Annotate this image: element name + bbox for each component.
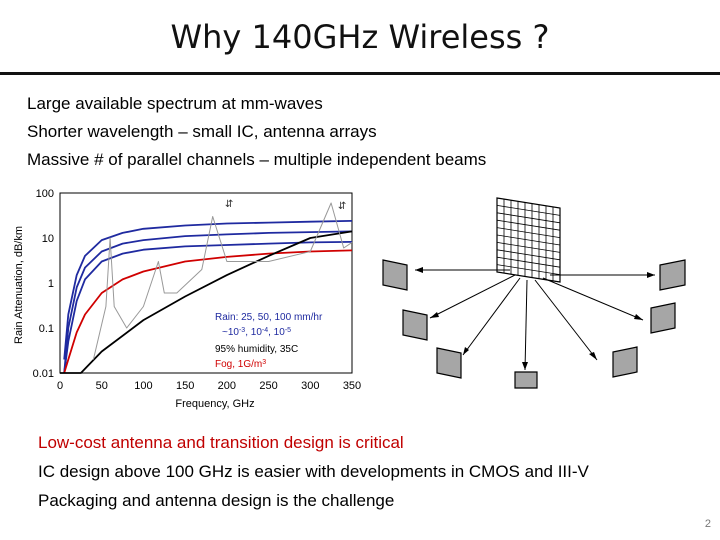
bullet-item: Packaging and antenna design is the chal…: [38, 491, 395, 510]
receiver-tile-icon: [514, 371, 538, 389]
y-tick-label: 0.01: [33, 368, 54, 380]
beam-diagram-svg: [382, 197, 686, 389]
bottom-bullet-list: Low-cost antenna and transition design i…: [38, 428, 589, 515]
x-axis-label: Frequency, GHz: [175, 398, 254, 410]
plot-frame: [59, 192, 353, 374]
receiver-tile-icon: [402, 309, 428, 341]
y-tick-label: 1: [48, 278, 54, 290]
bullet-item: IC design above 100 GHz is easier with d…: [38, 462, 589, 481]
receiver-tile-icon: [650, 302, 676, 334]
top-bullet-list: Large available spectrum at mm-waves Sho…: [27, 90, 486, 174]
x-tick-label: 350: [343, 380, 361, 392]
legend-fog: Fog, 1G/m3: [215, 359, 266, 371]
arrow-marker-icon: ⇵: [225, 199, 233, 210]
x-tick-label: 200: [218, 380, 236, 392]
beam-array-diagram: [375, 190, 695, 390]
antenna-array-icon: [496, 197, 561, 283]
slide-title: Why 140GHz Wireless ?: [170, 18, 550, 56]
bullet-item: Large available spectrum at mm-waves: [27, 94, 323, 113]
x-tick-label: 300: [301, 380, 319, 392]
y-tick-label: 100: [36, 188, 54, 200]
x-tick-label: 250: [259, 380, 277, 392]
beam-arrow: [534, 279, 598, 361]
series-line-1: [63, 230, 353, 374]
attenuation-chart: 100 10 1 0.1 0.01 0 50 100 150 200 250 300 350 ⇵ ⇵ …: [10, 185, 370, 415]
y-axis-label: Rain Attenuation, dB/km: [13, 226, 25, 344]
bullet-item: Massive # of parallel channels – multipl…: [27, 150, 487, 169]
receiver-tile-icon: [382, 259, 408, 291]
receiver-tile-icon: [436, 347, 462, 379]
y-tick-label: 10: [42, 233, 54, 245]
bullet-item-highlight: Low-cost antenna and transition design i…: [38, 433, 404, 452]
series-line-0: [63, 220, 353, 360]
x-tick-label: 150: [176, 380, 194, 392]
beam-arrow: [429, 274, 516, 319]
x-tick-label: 0: [57, 380, 63, 392]
x-tick-label: 50: [96, 380, 108, 392]
x-tick-label: 100: [134, 380, 152, 392]
legend-rain-probability: ~10-3, 10-4, 10-5: [222, 327, 291, 339]
y-tick-label: 0.1: [39, 323, 54, 335]
beam-arrow: [462, 277, 521, 356]
series-line-4: [60, 230, 353, 374]
beam-arrow: [524, 279, 528, 371]
arrow-marker-icon: ⇵: [338, 201, 346, 212]
page-number: 2: [704, 518, 711, 530]
series-line-2: [63, 241, 353, 374]
bullet-item: Shorter wavelength – small IC, antenna a…: [27, 122, 377, 141]
receiver-tile-icon: [612, 346, 638, 378]
receiver-tile-icon: [659, 259, 686, 291]
title-divider: [0, 72, 720, 75]
legend-humidity: 95% humidity, 35C: [215, 344, 298, 355]
legend-rain: Rain: 25, 50, 100 mm/hr: [215, 312, 323, 323]
beam-arrow: [542, 277, 644, 321]
series-line-5: [92, 202, 353, 360]
